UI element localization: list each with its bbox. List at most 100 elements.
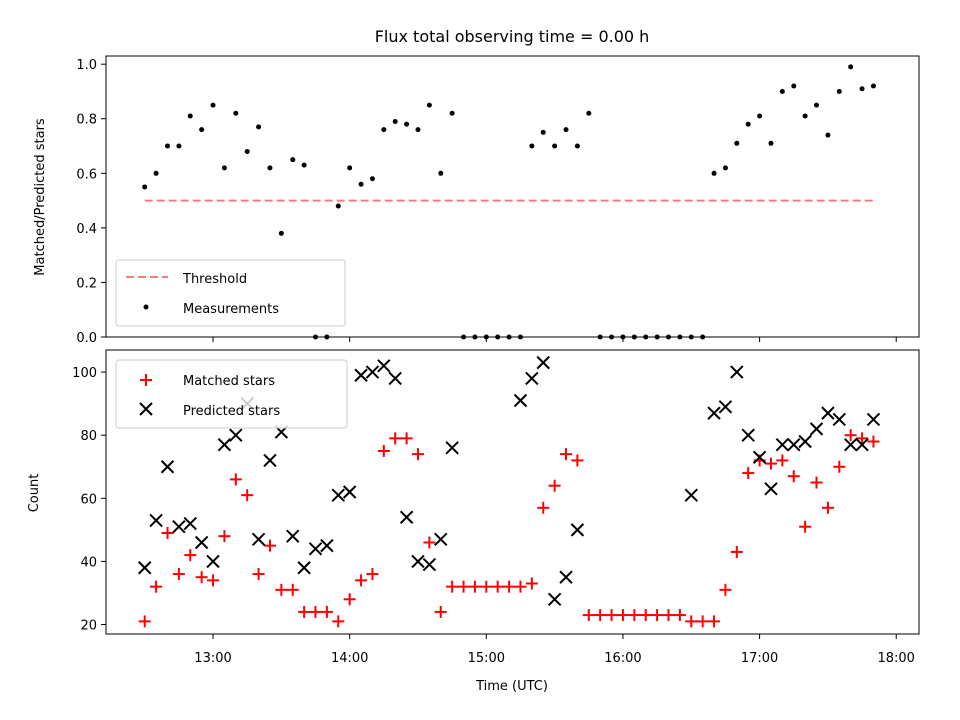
measurement-point <box>164 143 170 149</box>
matched-stars-point <box>241 489 254 502</box>
measurement-point <box>552 143 558 149</box>
matched-stars-point <box>685 615 698 628</box>
predicted-stars-point <box>559 570 573 584</box>
measurement-point <box>859 86 865 92</box>
matched-stars-point <box>582 609 595 622</box>
matched-stars-point <box>787 470 800 483</box>
measurement-point <box>142 184 148 190</box>
matched-stars-point <box>400 432 413 445</box>
ratio-y-tick-label: 0.4 <box>76 222 97 237</box>
ratio-legend-box <box>115 259 346 327</box>
x-tick-label: 16:00 <box>604 651 641 666</box>
matched-stars-point <box>275 583 288 596</box>
legend-measurements-label: Measurements <box>183 302 279 317</box>
measurement-point <box>358 181 364 187</box>
predicted-stars-point <box>251 532 266 547</box>
predicted-stars-point <box>422 557 437 572</box>
legend-matched-swatch <box>140 374 152 386</box>
legend-matched-label: Matched stars <box>183 374 275 389</box>
predicted-stars-point <box>399 510 414 524</box>
matched-stars-point <box>252 568 265 581</box>
measurement-point <box>381 127 387 133</box>
measurement-point <box>210 102 216 108</box>
predicted-stars-point <box>320 538 334 553</box>
measurement-point <box>256 124 262 130</box>
matched-stars-point <box>480 580 493 593</box>
measurement-point <box>768 140 774 146</box>
matched-stars-point <box>730 545 743 558</box>
matched-stars-point <box>138 615 151 628</box>
predicted-stars-point <box>855 437 869 452</box>
matched-stars-point <box>172 568 185 581</box>
matched-stars-point <box>605 609 618 622</box>
matched-stars-point <box>434 605 447 618</box>
matched-stars-point <box>594 609 607 622</box>
matched-stars-point <box>560 448 573 461</box>
predicted-stars-point <box>752 450 767 464</box>
matched-stars-point <box>468 580 481 593</box>
legend-predicted-swatch <box>139 402 153 416</box>
matched-stars-point <box>309 605 322 618</box>
predicted-stars-point <box>286 529 300 543</box>
measurement-point <box>563 127 569 133</box>
measurement-point <box>438 170 444 176</box>
measurement-point <box>836 88 842 94</box>
predicted-stars-point <box>570 523 585 537</box>
x-tick-label: 13:00 <box>194 651 231 666</box>
predicted-stars-point <box>138 561 152 575</box>
measurement-point <box>153 170 159 176</box>
matched-stars-point <box>571 454 584 467</box>
matched-stars-point <box>150 580 163 593</box>
predicted-stars-point <box>843 437 858 452</box>
predicted-stars-point <box>547 592 562 606</box>
chart-title: Flux total observing time = 0.00 h <box>375 27 650 46</box>
predicted-stars-point <box>365 365 380 379</box>
predicted-stars-point <box>308 542 323 556</box>
matched-stars-point <box>651 609 664 622</box>
predicted-stars-point <box>741 428 755 442</box>
measurement-point <box>335 203 341 209</box>
predicted-stars-point <box>194 535 209 550</box>
matched-stars-point <box>491 580 504 593</box>
count-y-tick-label: 100 <box>72 366 97 381</box>
predicted-stars-point <box>434 532 448 547</box>
measurement-point <box>757 113 763 119</box>
matched-stars-point <box>161 527 174 540</box>
matched-stars-point <box>343 593 356 606</box>
matched-stars-point <box>764 457 777 470</box>
matched-stars-point <box>708 615 721 628</box>
ratio-legend: Threshold Measurements <box>115 259 346 327</box>
matched-stars-point <box>298 605 311 618</box>
measurement-point <box>392 118 398 124</box>
measurement-point <box>187 113 193 119</box>
matched-stars-point <box>548 479 561 492</box>
count-y-tick-label: 60 <box>80 492 97 507</box>
predicted-stars-point <box>342 485 357 499</box>
measurement-point <box>199 127 205 133</box>
measurement-point <box>814 102 820 108</box>
matched-stars-point <box>537 501 550 514</box>
predicted-stars-point <box>787 437 801 452</box>
ratio-y-tick-label: 1.0 <box>76 58 97 73</box>
predicted-stars-point <box>217 437 232 452</box>
measurement-point <box>221 165 227 171</box>
predicted-stars-point <box>206 554 220 569</box>
predicted-stars-point <box>354 368 368 382</box>
predicted-stars-point <box>297 561 311 575</box>
matched-stars-point <box>366 568 379 581</box>
matched-stars-point <box>867 435 880 448</box>
measurement-point <box>791 83 797 89</box>
predicted-stars-point <box>707 406 721 420</box>
predicted-stars-point <box>160 460 175 474</box>
matched-stars-point <box>844 429 857 442</box>
predicted-stars-point <box>331 488 345 502</box>
matched-stars-point <box>821 501 834 514</box>
predicted-stars-point <box>718 400 733 414</box>
measurement-point <box>540 129 546 135</box>
x-tick-label: 15:00 <box>468 651 505 666</box>
measurement-point <box>802 113 808 119</box>
matched-stars-point <box>662 609 675 622</box>
matched-stars-point <box>628 609 641 622</box>
measurement-point <box>233 110 239 116</box>
legend-threshold-label: Threshold <box>182 272 247 287</box>
